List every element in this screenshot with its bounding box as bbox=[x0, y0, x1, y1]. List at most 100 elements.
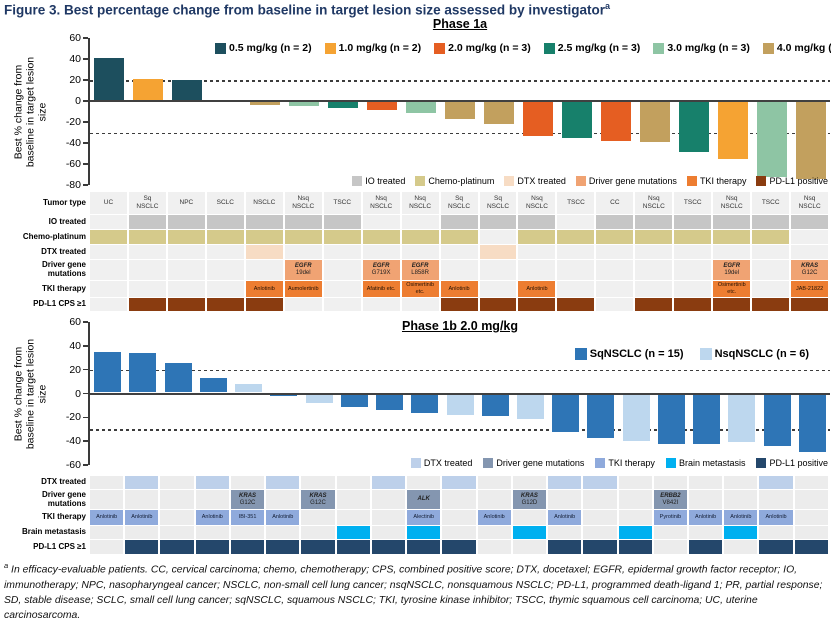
legend-label: NsqNSCLC (n = 6) bbox=[714, 348, 809, 360]
grid-cell bbox=[557, 298, 595, 311]
legend-label: IO treated bbox=[365, 176, 406, 186]
grid-cell: Afatinib etc. bbox=[362, 281, 400, 297]
y-tick-label: -40 bbox=[65, 435, 81, 448]
legend-swatch bbox=[415, 176, 426, 186]
y-axis-label-text: Best % change from baseline in target les… bbox=[6, 322, 54, 465]
grid-cell bbox=[167, 215, 205, 229]
grid-row: DTX treated bbox=[2, 476, 828, 489]
grid-cell bbox=[336, 526, 370, 539]
grid-cell bbox=[759, 476, 793, 489]
grid-cell bbox=[245, 260, 283, 280]
grid-cell bbox=[618, 490, 652, 509]
grid-cell: Anlotinib bbox=[245, 281, 283, 297]
grid-cell bbox=[512, 526, 547, 539]
grid-cell bbox=[167, 230, 205, 244]
waterfall-bar bbox=[728, 394, 756, 443]
grid-cell: Anlotinib bbox=[90, 510, 124, 525]
legend-item: 1.0 mg/kg (n = 2) bbox=[324, 42, 421, 54]
grid-cell bbox=[90, 298, 127, 311]
grid-cell: Anlotinib bbox=[195, 510, 229, 525]
waterfall-bar bbox=[552, 394, 580, 432]
grid-cell bbox=[713, 298, 751, 311]
waterfall-bar bbox=[445, 102, 475, 119]
grid-cell bbox=[794, 510, 828, 525]
y-tick-label: 0 bbox=[75, 387, 81, 400]
grid-cell: TSCC bbox=[557, 192, 595, 214]
grid-cell bbox=[401, 245, 439, 259]
grid-cell bbox=[635, 260, 673, 280]
grid-cell bbox=[90, 245, 127, 259]
legend-swatch bbox=[699, 348, 712, 360]
grid-cell: JAB-21822 bbox=[791, 281, 829, 297]
legend-label: PD-L1 positive bbox=[769, 176, 828, 186]
grid-cell: EGFR L858R bbox=[401, 260, 439, 280]
reference-line bbox=[90, 429, 830, 431]
grid-cell bbox=[557, 230, 595, 244]
y-tick-mark bbox=[83, 392, 88, 395]
y-tick-mark bbox=[83, 163, 88, 165]
page-title-superscript: a bbox=[604, 1, 610, 11]
legend-swatch bbox=[665, 458, 676, 468]
grid-cell bbox=[674, 281, 712, 297]
phase1a-panel-title: Phase 1a bbox=[432, 17, 488, 31]
y-tick-mark bbox=[83, 184, 88, 186]
grid-cell bbox=[230, 540, 265, 554]
legend-label: 0.5 mg/kg (n = 2) bbox=[229, 42, 312, 54]
grid-cell bbox=[674, 298, 712, 311]
y-axis-label-line: baseline in target lesion bbox=[23, 56, 36, 167]
grid-cell bbox=[323, 260, 361, 280]
legend-label: SqNSCLC (n = 15) bbox=[589, 348, 684, 360]
legend-label: 4.0 mg/kg (n = 6) bbox=[776, 42, 831, 54]
grid-row-label: Tumor type bbox=[43, 197, 86, 207]
y-axis-label-text: Best % change from baseline in target les… bbox=[6, 38, 54, 185]
grid-cell bbox=[759, 526, 793, 539]
grid-cell bbox=[752, 298, 790, 311]
grid-cell bbox=[596, 215, 634, 229]
gene-name: ERBB2 bbox=[660, 492, 681, 499]
grid-cell: Sq NSCLC bbox=[479, 192, 517, 214]
grid-cell bbox=[407, 526, 441, 539]
grid-cell bbox=[90, 476, 124, 489]
y-tick-label: 0 bbox=[75, 95, 81, 107]
gene-name: KRAS bbox=[520, 492, 538, 499]
grid-row: DTX treated bbox=[2, 245, 829, 259]
grid-row-cells: KRAS G12C KRAS G12C ALK KRAS G12D ERBB2 V842I bbox=[90, 490, 828, 509]
grid-cell bbox=[583, 510, 617, 525]
grid-cell bbox=[512, 540, 547, 554]
grid-cell: Sq NSCLC bbox=[128, 192, 166, 214]
grid-cell bbox=[245, 215, 283, 229]
grid-cell bbox=[674, 260, 712, 280]
y-tick-label: -20 bbox=[65, 411, 81, 424]
grid-cell: ERBB2 V842I bbox=[653, 490, 687, 509]
grid-cell bbox=[479, 245, 517, 259]
gene-name: ALK bbox=[417, 496, 430, 503]
grid-cell: Anlotinib bbox=[266, 510, 300, 525]
grid-cell bbox=[713, 230, 751, 244]
phase1a-annotation-grid: Tumor type UC Sq NSCLC NPC SCLC NSCLC Nsq NSCL… bbox=[2, 192, 829, 312]
legend-item: Driver gene mutations bbox=[575, 176, 677, 186]
grid-cell bbox=[688, 540, 723, 554]
grid-cell bbox=[791, 298, 829, 311]
grid-cell bbox=[401, 215, 439, 229]
legend-item: TKI therapy bbox=[595, 458, 655, 468]
grid-cell bbox=[635, 230, 673, 244]
waterfall-bar bbox=[763, 394, 791, 446]
grid-cell bbox=[125, 540, 159, 554]
grid-cell: Nsq NSCLC bbox=[635, 192, 673, 214]
legend-swatch bbox=[575, 176, 586, 186]
page-title: Figure 3. Best percentage change from ba… bbox=[4, 1, 610, 18]
grid-cell bbox=[128, 281, 166, 297]
grid-cell bbox=[245, 298, 283, 311]
grid-cell bbox=[674, 215, 712, 229]
grid-cell bbox=[752, 230, 790, 244]
waterfall-bar bbox=[446, 394, 474, 415]
gene-variant: G12C bbox=[310, 499, 326, 506]
phase1a-dose-legend: 0.5 mg/kg (n = 2) 1.0 mg/kg (n = 2) 2.0 mg… bbox=[215, 42, 831, 54]
grid-cell bbox=[442, 476, 476, 489]
gene-variant: G719X bbox=[371, 270, 391, 276]
grid-cell: Osimertinib etc. bbox=[401, 281, 439, 297]
grid-cell bbox=[266, 476, 300, 489]
grid-cell bbox=[442, 490, 476, 509]
grid-row-cells bbox=[90, 526, 828, 539]
grid-cell bbox=[362, 245, 400, 259]
